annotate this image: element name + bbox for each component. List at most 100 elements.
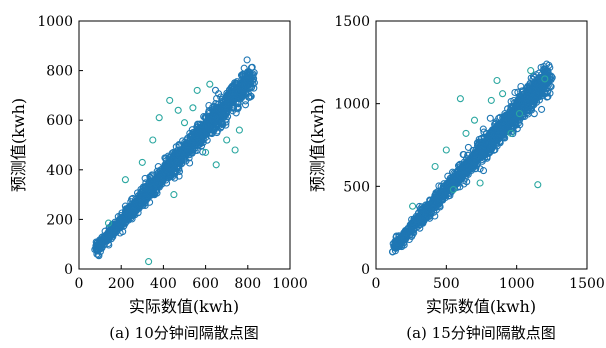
chart-1-yticks: 0 200 400 600 800 1000 [37, 14, 83, 278]
data-point [161, 154, 169, 162]
data-point [532, 90, 540, 98]
outlier-point [206, 80, 214, 88]
data-point [240, 90, 248, 98]
outlier-point [442, 146, 450, 154]
data-point [495, 123, 503, 131]
data-point [468, 163, 476, 171]
chart-2-xlabel: 实际数值(kwh) [426, 297, 536, 316]
outlier-point [409, 202, 417, 210]
data-point [485, 144, 493, 152]
chart-2-xticks: 0 500 1000 1500 [372, 265, 605, 292]
data-point [394, 239, 402, 247]
data-point [246, 68, 254, 77]
data-point [153, 174, 161, 182]
data-point [233, 78, 241, 86]
data-point [139, 183, 148, 191]
chart-1-xticks: 0 200 400 600 800 1000 [75, 265, 308, 292]
y-tick-label: 500 [343, 179, 370, 195]
data-point [412, 216, 420, 224]
chart-1-plot-frame [78, 20, 291, 270]
data-point [128, 212, 136, 220]
data-point [426, 206, 434, 214]
data-point [202, 122, 210, 130]
outlier-point [149, 136, 157, 144]
outlier-point [534, 181, 542, 189]
data-point [525, 107, 533, 115]
data-point [194, 131, 202, 139]
x-tick-label: 600 [192, 276, 219, 292]
data-point [502, 117, 510, 125]
outlier-point [470, 116, 479, 124]
x-tick-label: 800 [234, 276, 261, 292]
data-point [213, 94, 221, 103]
data-point [481, 149, 489, 157]
data-point [431, 191, 439, 199]
data-point [416, 215, 424, 223]
outlier-point [231, 146, 239, 154]
chart-1-points [91, 56, 258, 266]
data-point [444, 172, 452, 180]
data-point [105, 232, 113, 240]
data-point [139, 190, 147, 198]
data-point [209, 113, 217, 121]
data-point [167, 171, 175, 180]
chart-2-caption: (a) 15分钟间隔散点图 [406, 324, 556, 342]
data-point [388, 248, 397, 256]
data-point [493, 142, 501, 150]
data-point [429, 199, 437, 207]
data-point [186, 134, 194, 142]
data-point [506, 118, 514, 126]
data-point [532, 87, 540, 95]
data-point [183, 144, 191, 152]
data-point [233, 81, 241, 89]
outlier-point [138, 158, 146, 166]
data-point [117, 215, 125, 223]
data-point [404, 229, 412, 237]
data-point [171, 152, 179, 160]
data-point [464, 161, 472, 169]
data-point [182, 143, 190, 151]
data-point [546, 82, 554, 90]
data-point [186, 159, 194, 167]
outlier-point [170, 191, 178, 199]
data-point [103, 232, 111, 240]
data-point [446, 184, 454, 192]
data-point [465, 164, 473, 172]
data-point [143, 192, 151, 200]
outlier-point [499, 90, 507, 98]
x-tick-label: 500 [433, 276, 460, 292]
y-tick-label: 0 [361, 262, 370, 278]
x-tick-label: 1000 [499, 276, 535, 292]
data-point [162, 171, 170, 179]
data-point [245, 77, 253, 86]
data-point [245, 73, 253, 81]
data-point [211, 86, 220, 94]
data-point [472, 154, 480, 162]
data-point [414, 214, 422, 223]
data-point [498, 133, 507, 141]
data-point [160, 175, 168, 183]
data-point [544, 93, 552, 101]
data-point [205, 113, 213, 121]
data-point [415, 202, 424, 210]
data-point [441, 193, 450, 202]
data-point [198, 126, 206, 134]
outlier-point [235, 126, 243, 134]
data-point [524, 110, 532, 118]
outlier-point [202, 148, 210, 156]
data-point [97, 239, 105, 247]
data-point [221, 109, 229, 117]
x-tick-label: 1000 [272, 276, 308, 292]
y-tick-label: 1000 [334, 97, 370, 113]
data-point [478, 142, 486, 150]
data-point [219, 120, 227, 128]
data-point [243, 56, 251, 64]
data-point [533, 94, 541, 102]
data-point [246, 93, 254, 101]
outlier-point [145, 258, 153, 266]
outlier-point [174, 106, 182, 114]
x-tick-label: 200 [108, 276, 135, 292]
data-point [474, 141, 482, 149]
data-point [220, 100, 228, 108]
